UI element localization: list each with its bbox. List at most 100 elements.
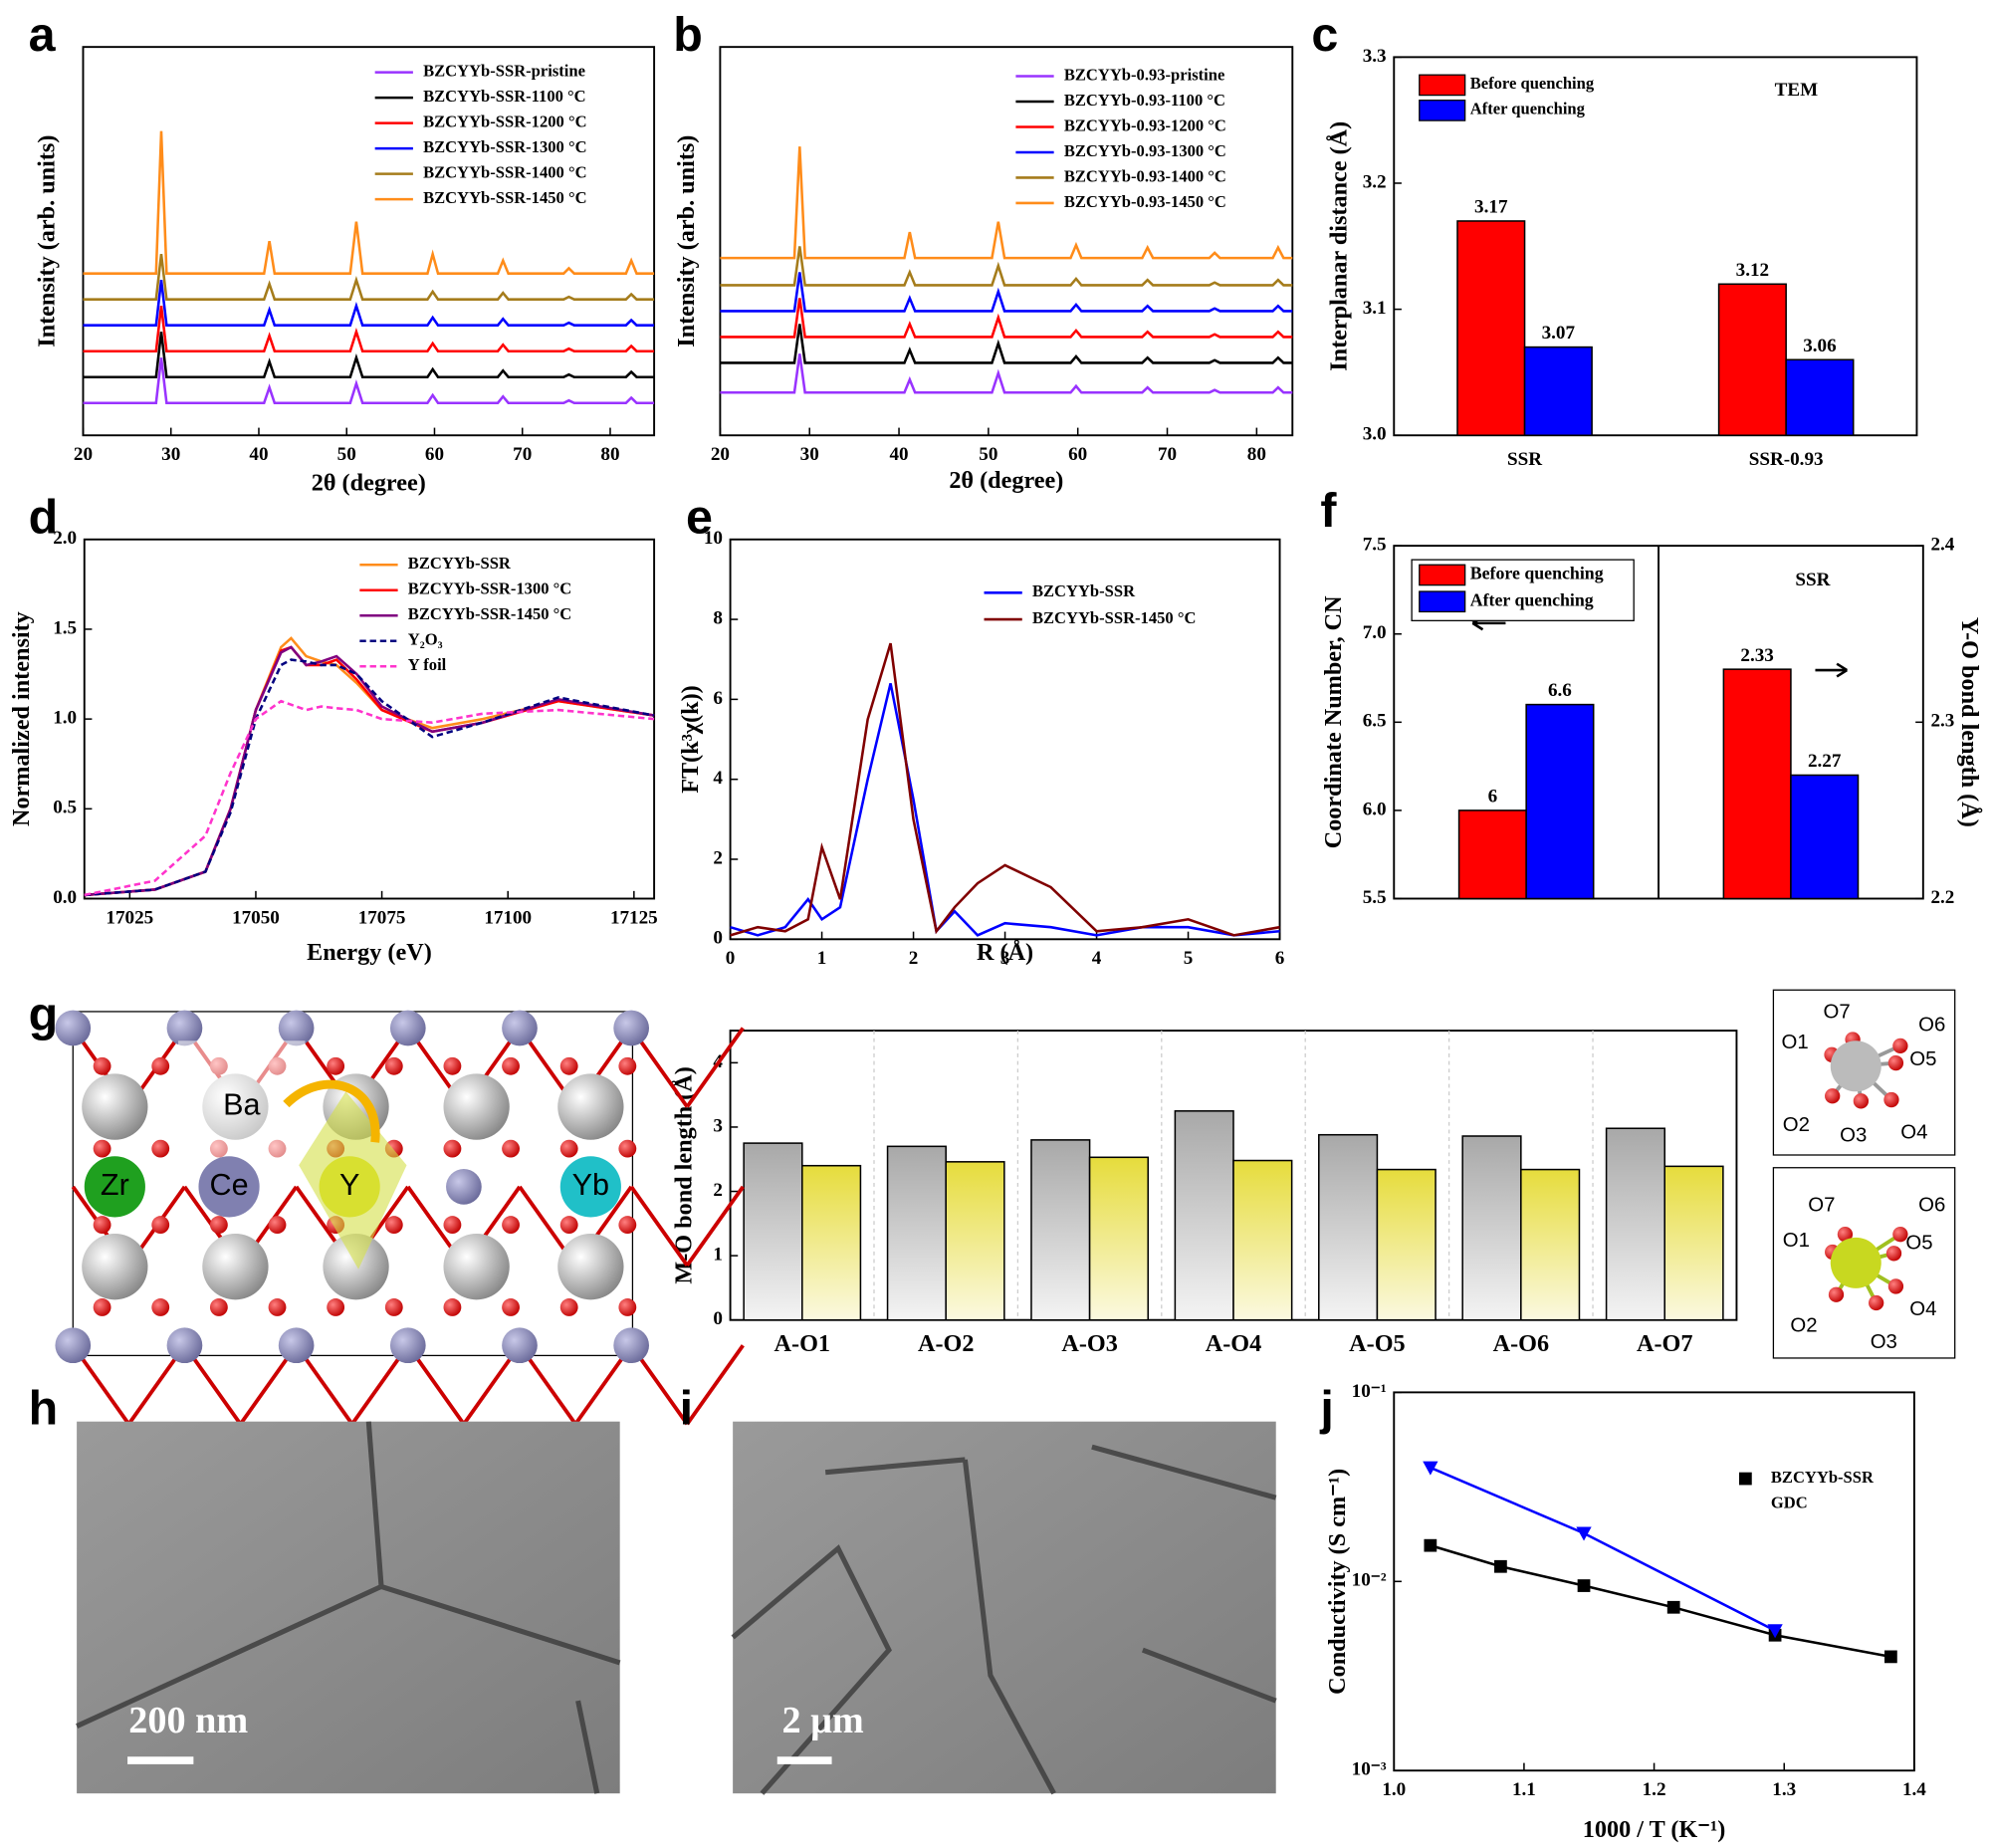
bond <box>685 1027 745 1108</box>
micrograph <box>733 1421 1276 1794</box>
scale-bar-label: 2 μm <box>782 1700 864 1741</box>
plot-frame <box>729 538 1281 941</box>
b-site-atom <box>502 1010 538 1046</box>
bar <box>1717 283 1787 436</box>
atom-label: Ba <box>223 1088 260 1122</box>
x-tick-label: 6 <box>1275 948 1285 969</box>
legend-label: BZCYYb-SSR <box>408 554 512 573</box>
inset-oxygen <box>1837 1227 1854 1243</box>
inset-label: O7 <box>1824 1002 1851 1024</box>
inset-label: O3 <box>1840 1124 1867 1146</box>
oxygen-atom <box>151 1056 170 1075</box>
legend-label: Y₂O₃ <box>408 630 443 649</box>
plot-frame <box>719 46 1294 437</box>
legend-label: BZCYYb-SSR <box>1032 581 1136 600</box>
a-site-atom <box>557 1234 624 1300</box>
micrograph-panel: i 2 μm <box>680 1381 1277 1795</box>
x-axis-label: 1000 / T (K⁻¹) <box>1583 1816 1726 1843</box>
y-tick-label: 7.5 <box>1363 535 1387 556</box>
y-tick-label: 4 <box>713 768 723 789</box>
inset-center-atom <box>1830 1040 1881 1092</box>
x-axis-label: Energy (eV) <box>307 939 432 966</box>
x-tick-label: 0 <box>726 948 736 969</box>
line-series <box>720 324 1293 364</box>
y2-tick-label: 2.2 <box>1930 887 1954 908</box>
y2-tick-label: 2.4 <box>1930 535 1954 556</box>
bar <box>1457 809 1527 900</box>
legend-label: BZCYYb-SSR-1300 °C <box>408 579 571 598</box>
x-axis-label: 2θ (degree) <box>949 467 1063 494</box>
oxygen-atom <box>618 1056 637 1075</box>
inset-label: O6 <box>1918 1014 1945 1036</box>
micrograph-panel: h 200 nm <box>29 1381 621 1794</box>
y-tick-label: 1.5 <box>53 617 77 638</box>
y-tick-label: 1.0 <box>53 708 77 729</box>
annotation: SSR <box>1795 570 1830 590</box>
y-tick-label: 10⁻¹ <box>1352 1381 1387 1402</box>
oxygen-atom <box>443 1298 462 1316</box>
bar <box>1174 1110 1234 1321</box>
line-series <box>84 645 655 897</box>
annotation: TEM <box>1775 80 1819 101</box>
x-tick-label: SSR-0.93 <box>1749 449 1824 470</box>
inset-oxygen <box>1853 1093 1870 1109</box>
x-axis-label: 2θ (degree) <box>312 470 426 497</box>
a-site-atom <box>443 1073 510 1140</box>
line-series <box>730 642 1280 937</box>
bar <box>801 1164 862 1321</box>
y-tick-label: 8 <box>713 607 723 628</box>
legend-label: BZCYYb-SSR-pristine <box>423 61 585 80</box>
labelled-atom <box>198 1156 260 1218</box>
bar <box>1232 1159 1293 1321</box>
x-tick-label: 40 <box>889 444 908 465</box>
oxygen-atom <box>384 1056 403 1075</box>
line-series <box>720 353 1293 394</box>
legend-label: BZCYYb-SSR-1200 °C <box>423 112 586 130</box>
legend-swatch <box>1419 564 1466 586</box>
labelled-atom <box>319 1156 380 1218</box>
x-tick-label: 60 <box>425 444 444 465</box>
x-tick-label: 1.3 <box>1772 1779 1796 1800</box>
y-tick-label: 0 <box>713 1308 723 1329</box>
panel-letter: b <box>673 8 703 62</box>
x-tick-label: 1.0 <box>1382 1779 1406 1800</box>
y-tick-label: 0.5 <box>53 798 77 818</box>
panel-letter: i <box>680 1381 693 1435</box>
y-axis-label: Interplanar distance (Å) <box>1324 121 1352 371</box>
b-site-atom <box>55 1010 92 1046</box>
oxygen-atom <box>93 1298 111 1316</box>
y-tick-label: 10 <box>704 528 723 549</box>
y-axis-label: Conductivity (S cm⁻¹) <box>1324 1469 1351 1695</box>
inset-label: O2 <box>1783 1114 1810 1136</box>
legend-label: After quenching <box>1470 100 1586 118</box>
marker <box>1423 1461 1438 1476</box>
x-tick-label: 17125 <box>610 907 658 928</box>
move-arrow <box>283 1079 380 1143</box>
y-tick-label: 6.0 <box>1363 799 1387 819</box>
y-tick-label: 3.3 <box>1363 46 1387 67</box>
oxygen-atom <box>151 1216 170 1235</box>
oxygen-atom <box>209 1298 228 1316</box>
oxygen-atom <box>559 1139 578 1158</box>
atom-label: Zr <box>101 1168 129 1202</box>
inset-oxygen <box>1885 1246 1902 1262</box>
legend-label: BZCYYb-SSR-1400 °C <box>423 162 586 181</box>
x-tick-label: SSR <box>1507 449 1542 470</box>
atom-label: Yb <box>572 1168 609 1202</box>
oxygen-atom <box>384 1216 403 1235</box>
data-label: 2.33 <box>1740 645 1773 666</box>
oxygen-atom <box>502 1056 520 1075</box>
line-series <box>84 645 655 897</box>
x-tick-label: 1 <box>817 948 827 969</box>
y-axis-label: Intensity (arb. units) <box>673 135 700 347</box>
inset-label: O1 <box>1783 1230 1810 1252</box>
b-site-atom <box>389 1327 426 1364</box>
panel-letter: a <box>29 8 57 62</box>
inset-oxygen <box>1892 1038 1908 1054</box>
x-axis-label: R (Å) <box>977 938 1033 966</box>
data-label: 2.27 <box>1808 751 1842 772</box>
bar <box>1663 1165 1724 1321</box>
a-site-atom <box>82 1234 148 1300</box>
legend-label: GDC <box>1771 1493 1808 1511</box>
